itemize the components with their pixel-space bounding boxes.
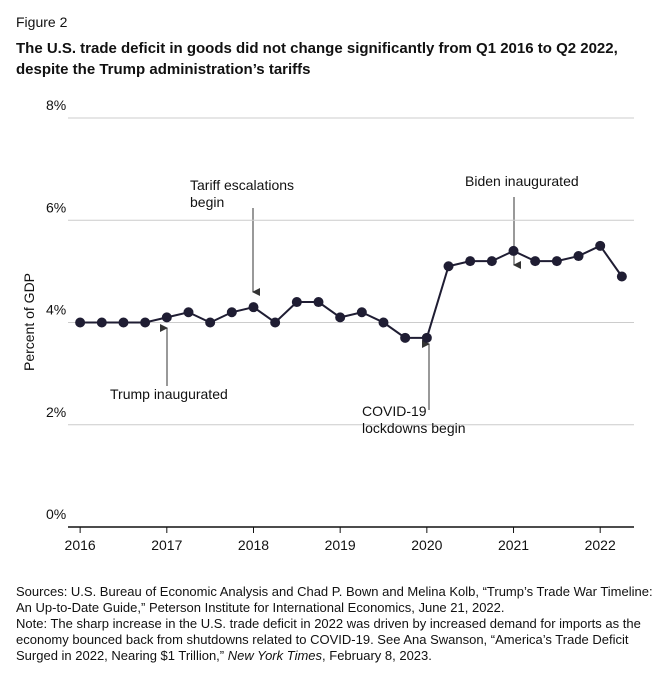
note: Note: The sharp increase in the U.S. tra… (16, 616, 656, 664)
note-italic: New York Times (227, 648, 323, 663)
point (313, 297, 324, 308)
annotation: COVID-19 (362, 403, 427, 419)
point (486, 256, 497, 267)
note-text: Note: The sharp increase in the U.S. tra… (16, 616, 641, 663)
x-tick-label: 2021 (498, 537, 529, 553)
point (226, 307, 237, 318)
point (530, 256, 541, 267)
figure-label: Figure 2 (16, 14, 68, 30)
point (400, 332, 411, 343)
y-tick-label: 6% (46, 199, 66, 215)
x-tick-label: 2017 (151, 537, 182, 553)
annotation: begin (190, 194, 224, 210)
line (80, 244, 623, 339)
footer: Sources: U.S. Bureau of Economic Analysi… (16, 584, 656, 664)
point (378, 317, 389, 328)
point (551, 256, 562, 267)
x-tick-label: 2019 (325, 537, 356, 553)
x-tick-label: 2016 (65, 537, 96, 553)
point (616, 271, 627, 282)
point (335, 312, 346, 323)
x-tick-label: 2022 (585, 537, 616, 553)
y-axis-label: Percent of GDP (21, 273, 37, 371)
point (161, 312, 172, 323)
point (140, 317, 151, 328)
x-tick-label: 2020 (411, 537, 442, 553)
point (183, 307, 194, 318)
y-tick-label: 0% (46, 506, 66, 522)
point (508, 245, 519, 256)
point (270, 317, 281, 328)
point (248, 302, 259, 313)
annotation: Trump inaugurated (110, 386, 228, 402)
point (291, 297, 302, 308)
chart-title: The U.S. trade deficit in goods did not … (16, 40, 618, 78)
point (118, 317, 129, 328)
y-tick-label: 8% (46, 97, 66, 113)
annotation: lockdowns begin (362, 420, 466, 436)
note-text: , February 8, 2023. (322, 648, 432, 663)
point (573, 251, 584, 262)
point (75, 317, 86, 328)
point (96, 317, 107, 328)
y-tick-label: 2% (46, 404, 66, 420)
point (595, 240, 606, 251)
point (205, 317, 216, 328)
annotation: Biden inaugurated (465, 173, 579, 189)
x-tick-label: 2018 (238, 537, 269, 553)
point (421, 332, 432, 343)
point (443, 261, 454, 272)
point (465, 256, 476, 267)
point (356, 307, 367, 318)
y-tick-label: 4% (46, 302, 66, 318)
sources: Sources: U.S. Bureau of Economic Analysi… (16, 584, 653, 615)
annotation: Tariff escalations (190, 177, 294, 193)
